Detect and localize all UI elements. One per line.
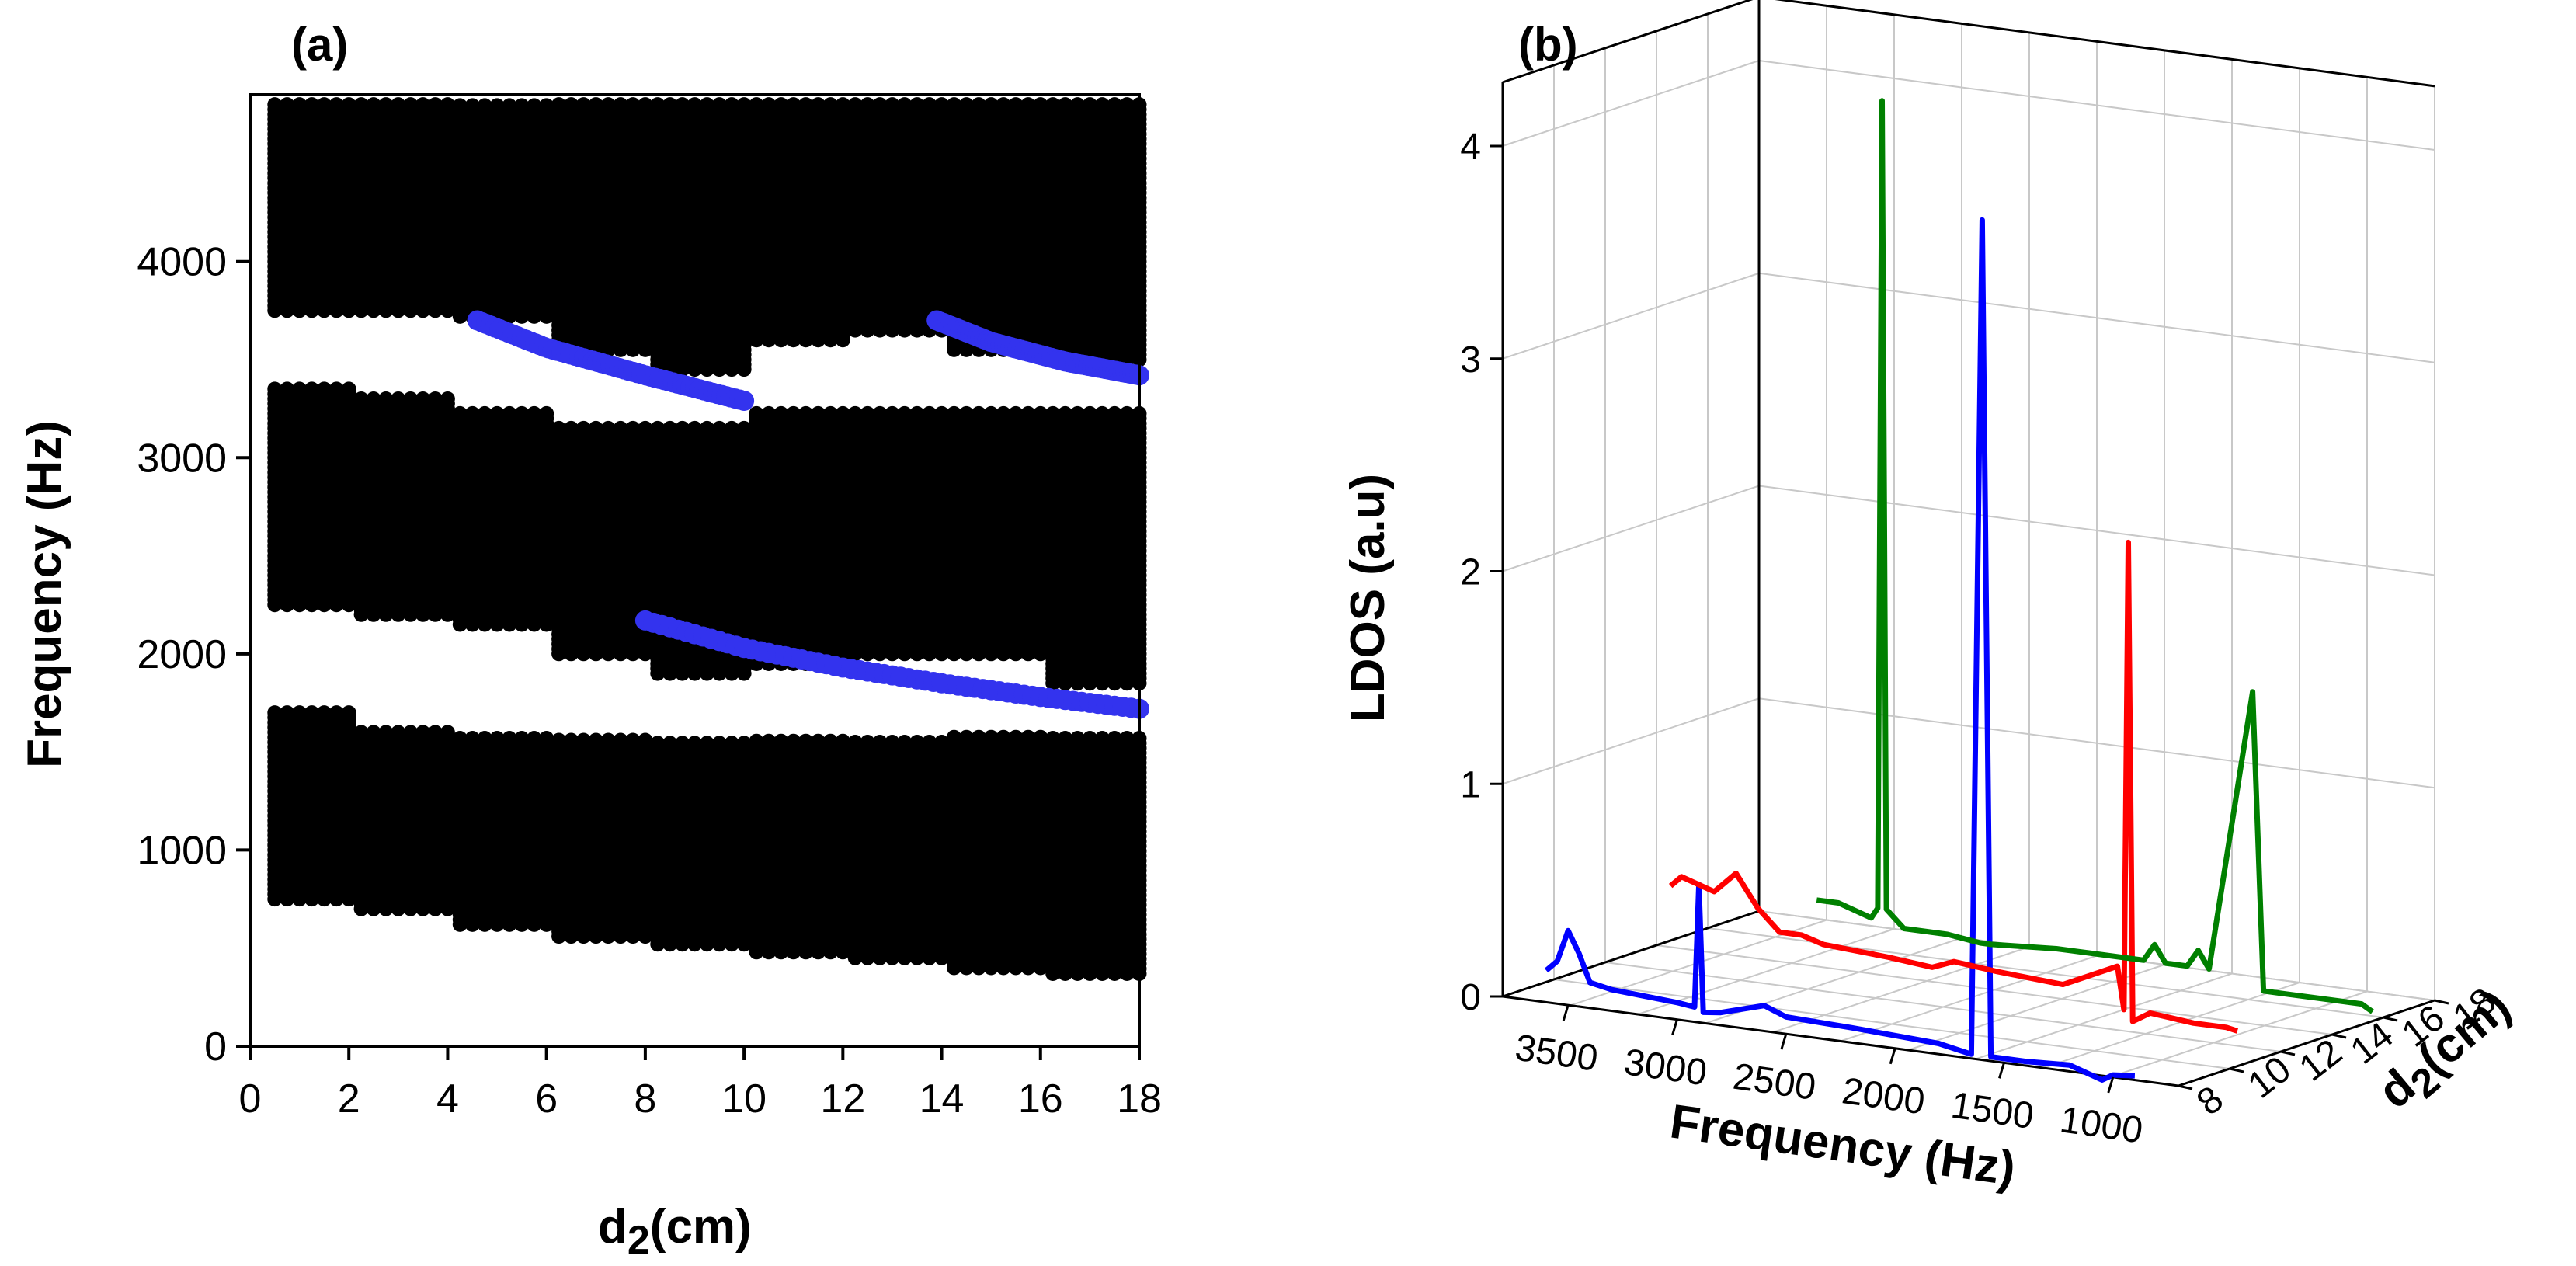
band-dot: [267, 97, 283, 113]
band-dot: [539, 405, 554, 421]
band-dot: [329, 705, 344, 721]
band-dot: [280, 705, 295, 721]
band-dot: [292, 381, 308, 397]
band-dot: [329, 97, 344, 113]
panel-a-label: (a): [291, 19, 348, 71]
band-dot: [267, 705, 283, 721]
band-dot: [304, 381, 319, 397]
band-dot: [440, 391, 455, 406]
band-dot: [378, 391, 394, 406]
band-dot: [353, 725, 369, 740]
band-dot: [316, 381, 332, 397]
band-dot: [292, 705, 308, 721]
band-dot: [304, 705, 319, 721]
band-dot: [366, 725, 381, 740]
band-dot: [280, 97, 295, 113]
band-dot: [292, 97, 308, 113]
band-dot: [304, 97, 319, 113]
band-dot: [341, 705, 356, 721]
band-dot: [316, 97, 332, 113]
band-dot: [391, 725, 406, 740]
band-dot: [329, 381, 344, 397]
band-dot: [280, 381, 295, 397]
band-dot: [267, 381, 283, 397]
band-dot: [378, 97, 394, 113]
band-dot: [353, 391, 369, 406]
band-dot: [366, 391, 381, 406]
band-dot: [366, 97, 381, 113]
band-dot: [638, 732, 653, 748]
band-dot: [341, 381, 356, 397]
band-dot: [316, 705, 332, 721]
band-dot: [378, 725, 394, 740]
band-dot: [341, 97, 356, 113]
band-dots: [267, 97, 1147, 981]
band-dot: [353, 97, 369, 113]
